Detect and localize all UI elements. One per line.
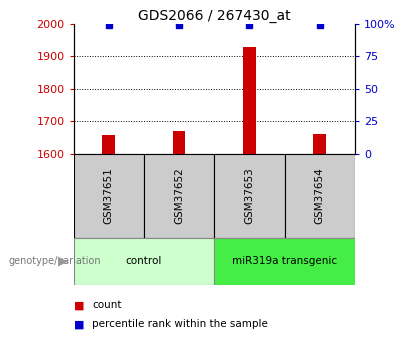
Text: ■: ■ [74,300,84,310]
Bar [285,154,355,238]
Text: miR319a transgenic: miR319a transgenic [232,256,337,266]
Text: GSM37652: GSM37652 [174,167,184,224]
Bar [74,154,144,238]
Bar [74,238,214,285]
Bar [144,154,214,238]
Bar [214,154,285,238]
Text: GSM37654: GSM37654 [315,167,325,224]
Bar [214,238,355,285]
Text: control: control [126,256,162,266]
Text: ■: ■ [74,319,84,329]
Bar [243,47,256,154]
Bar [313,134,326,154]
Bar [173,131,185,154]
Text: GSM37651: GSM37651 [104,167,114,224]
Text: count: count [92,300,122,310]
Text: ▶: ▶ [58,255,68,268]
Text: genotype/variation: genotype/variation [8,256,101,266]
Bar [102,135,115,154]
Text: GDS2066 / 267430_at: GDS2066 / 267430_at [138,9,291,23]
Text: GSM37653: GSM37653 [244,167,255,224]
Text: percentile rank within the sample: percentile rank within the sample [92,319,268,329]
